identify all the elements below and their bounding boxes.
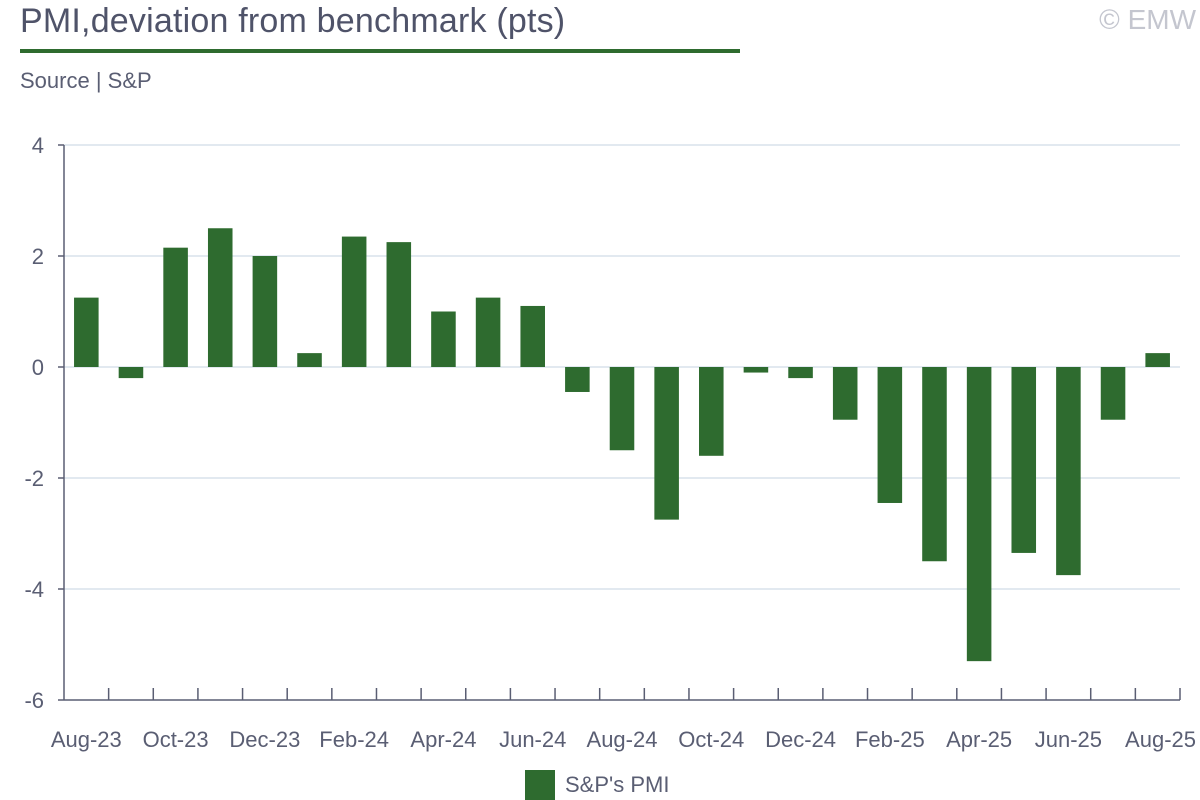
bar (788, 367, 813, 379)
bar (1011, 367, 1037, 553)
bar (565, 367, 590, 392)
title-underline (20, 49, 740, 53)
x-tick-label: Aug-23 (51, 727, 122, 752)
x-tick-label: Apr-25 (946, 727, 1012, 752)
y-tick-label: -6 (24, 688, 44, 713)
x-tick-label: Feb-25 (855, 727, 925, 752)
x-tick-label: Dec-23 (229, 727, 300, 752)
source-label: Source | S&P (20, 68, 152, 93)
bars (74, 228, 1170, 662)
bar (431, 311, 456, 367)
y-tick-label: 4 (32, 133, 44, 158)
x-tick-label: Dec-24 (765, 727, 836, 752)
bar (252, 256, 278, 367)
axes (58, 144, 1181, 701)
y-tick-label: -4 (24, 577, 44, 602)
x-tick-label: Jun-25 (1035, 727, 1102, 752)
tick-labels: 4 2 0 -2 -4 -6 Aug-23 Oct-23 Dec-23 Feb-24 Apr-24 J… (24, 133, 1196, 752)
y-tick-label: -2 (24, 466, 44, 491)
bar (1056, 367, 1081, 576)
copyright-label: © EMW (1099, 4, 1196, 35)
x-tick-label: Oct-23 (143, 727, 209, 752)
legend-label: S&P's PMI (565, 772, 670, 797)
bar (1100, 367, 1126, 420)
y-tick-label: 2 (32, 244, 44, 269)
bar (743, 367, 769, 373)
bar (832, 367, 858, 420)
bar (520, 305, 545, 367)
bar (922, 367, 947, 562)
bar (118, 367, 144, 379)
bar (654, 367, 679, 520)
x-tick-label: Feb-24 (319, 727, 389, 752)
x-tick-label: Aug-24 (587, 727, 658, 752)
legend: S&P's PMI (525, 770, 669, 800)
bar (163, 247, 188, 367)
x-tick-label: Oct-24 (678, 727, 744, 752)
y-tick-label: 0 (32, 355, 44, 380)
bar (74, 297, 99, 367)
x-tick-label: Jun-24 (499, 727, 566, 752)
x-tick-label: Apr-24 (410, 727, 476, 752)
bar (475, 297, 501, 367)
bar (1145, 353, 1170, 367)
chart-title: PMI,deviation from benchmark (pts) (20, 2, 566, 40)
bar (609, 367, 635, 451)
bar (386, 242, 412, 367)
bar (699, 367, 724, 456)
bar (207, 228, 233, 367)
bar (966, 367, 992, 662)
bar (297, 353, 322, 367)
x-tick-label: Aug-25 (1125, 727, 1196, 752)
bar (341, 236, 367, 367)
legend-swatch (525, 770, 555, 800)
bar (877, 367, 903, 503)
